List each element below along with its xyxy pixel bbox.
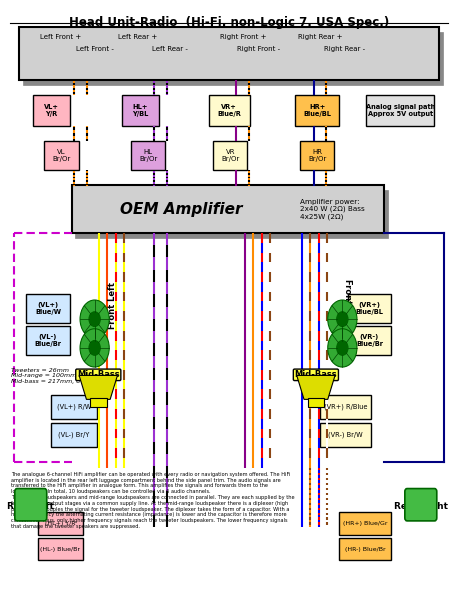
Text: Mid-Bass: Mid-Bass	[294, 370, 337, 379]
FancyBboxPatch shape	[51, 395, 97, 419]
Circle shape	[80, 329, 109, 367]
Text: Rear Left: Rear Left	[7, 502, 55, 511]
Text: (HR-) Blue/Br: (HR-) Blue/Br	[344, 547, 385, 551]
Circle shape	[80, 300, 109, 338]
Text: HL
Br/Or: HL Br/Or	[139, 149, 158, 161]
Text: Right Front +: Right Front +	[220, 34, 266, 40]
Text: VL
Br/Or: VL Br/Or	[53, 149, 71, 161]
Text: (VL+)
Blue/W: (VL+) Blue/W	[35, 302, 61, 315]
FancyBboxPatch shape	[209, 95, 250, 127]
FancyBboxPatch shape	[33, 95, 70, 127]
FancyBboxPatch shape	[15, 488, 47, 521]
Circle shape	[89, 341, 100, 355]
FancyBboxPatch shape	[44, 141, 79, 170]
Text: Right Front -: Right Front -	[237, 46, 280, 52]
Text: Left Front -: Left Front -	[76, 46, 114, 52]
Text: Right Rear -: Right Rear -	[324, 46, 365, 52]
Text: (HR+) Blue/Gr: (HR+) Blue/Gr	[343, 521, 387, 526]
Text: Front Right: Front Right	[344, 279, 352, 333]
Text: Tweeters = 26mm
Mid-range = 100mm, 4-inch
Mid-bass = 217mm, 8 inch: Tweeters = 26mm Mid-range = 100mm, 4-inc…	[11, 368, 100, 384]
FancyBboxPatch shape	[308, 398, 324, 407]
FancyBboxPatch shape	[122, 95, 158, 127]
Text: HL+
Y/BL: HL+ Y/BL	[132, 104, 148, 118]
Circle shape	[328, 329, 357, 367]
FancyBboxPatch shape	[131, 141, 165, 170]
FancyBboxPatch shape	[23, 32, 443, 85]
FancyBboxPatch shape	[26, 294, 70, 323]
Text: Analog signal path
Approx 5V output: Analog signal path Approx 5V output	[365, 104, 435, 118]
Text: Left Rear -: Left Rear -	[152, 46, 188, 52]
FancyBboxPatch shape	[339, 538, 391, 560]
FancyBboxPatch shape	[295, 95, 339, 127]
Text: VR+
Blue/R: VR+ Blue/R	[217, 104, 241, 118]
Text: Right Rear +: Right Rear +	[298, 34, 343, 40]
Text: (VR-) Br/W: (VR-) Br/W	[328, 431, 363, 438]
Text: Rear Right: Rear Right	[394, 502, 448, 511]
Text: OEM Amplifier: OEM Amplifier	[120, 202, 243, 217]
FancyBboxPatch shape	[76, 190, 388, 238]
Text: Amplifier power:
2x40 W (2Ω) Bass
4x25W (2Ω): Amplifier power: 2x40 W (2Ω) Bass 4x25W …	[300, 199, 365, 220]
Text: (VR+)
Blue/BL: (VR+) Blue/BL	[355, 302, 383, 315]
FancyBboxPatch shape	[321, 395, 371, 419]
FancyBboxPatch shape	[321, 423, 371, 446]
FancyBboxPatch shape	[19, 27, 439, 80]
Text: Mid-Bass: Mid-Bass	[77, 370, 120, 379]
Polygon shape	[79, 376, 117, 400]
Polygon shape	[297, 376, 335, 400]
Text: The analogue 6-channel HiFi amplifier can be operated with every radio or naviga: The analogue 6-channel HiFi amplifier ca…	[11, 472, 295, 529]
FancyBboxPatch shape	[72, 185, 384, 233]
FancyBboxPatch shape	[213, 141, 247, 170]
Circle shape	[328, 300, 357, 338]
FancyBboxPatch shape	[348, 294, 391, 323]
Text: (HL+) Y/R: (HL+) Y/R	[45, 521, 76, 526]
Text: (HL-) Blue/Br: (HL-) Blue/Br	[40, 547, 81, 551]
Text: (VR-)
Blue/Br: (VR-) Blue/Br	[356, 334, 383, 347]
Text: (VL-) Br/Y: (VL-) Br/Y	[59, 431, 90, 438]
FancyBboxPatch shape	[300, 141, 334, 170]
FancyBboxPatch shape	[90, 398, 107, 407]
Circle shape	[337, 341, 348, 355]
Text: Left Rear +: Left Rear +	[118, 34, 158, 40]
Text: (VL-)
Blue/Br: (VL-) Blue/Br	[34, 334, 61, 347]
FancyBboxPatch shape	[348, 326, 391, 355]
FancyBboxPatch shape	[38, 538, 83, 560]
Text: VL+
Y/R: VL+ Y/R	[44, 104, 59, 118]
Text: HR+
Blue/BL: HR+ Blue/BL	[303, 104, 331, 118]
Text: VR
Br/Or: VR Br/Or	[221, 149, 240, 161]
Text: Front Left: Front Left	[109, 283, 117, 329]
FancyBboxPatch shape	[366, 95, 435, 127]
FancyBboxPatch shape	[405, 488, 437, 521]
Text: Left Front +: Left Front +	[40, 34, 81, 40]
Text: HR
Br/Or: HR Br/Or	[308, 149, 326, 161]
FancyBboxPatch shape	[26, 326, 70, 355]
FancyBboxPatch shape	[339, 512, 391, 535]
Circle shape	[89, 312, 100, 326]
Text: (VR+) R/Blue: (VR+) R/Blue	[324, 403, 367, 410]
Text: Head Unit-Radio  (Hi-Fi, non-Logic 7, USA Spec.): Head Unit-Radio (Hi-Fi, non-Logic 7, USA…	[69, 16, 389, 29]
Text: (VL+) R/W: (VL+) R/W	[57, 403, 91, 410]
FancyBboxPatch shape	[38, 512, 83, 535]
Circle shape	[337, 312, 348, 326]
FancyBboxPatch shape	[51, 423, 97, 446]
